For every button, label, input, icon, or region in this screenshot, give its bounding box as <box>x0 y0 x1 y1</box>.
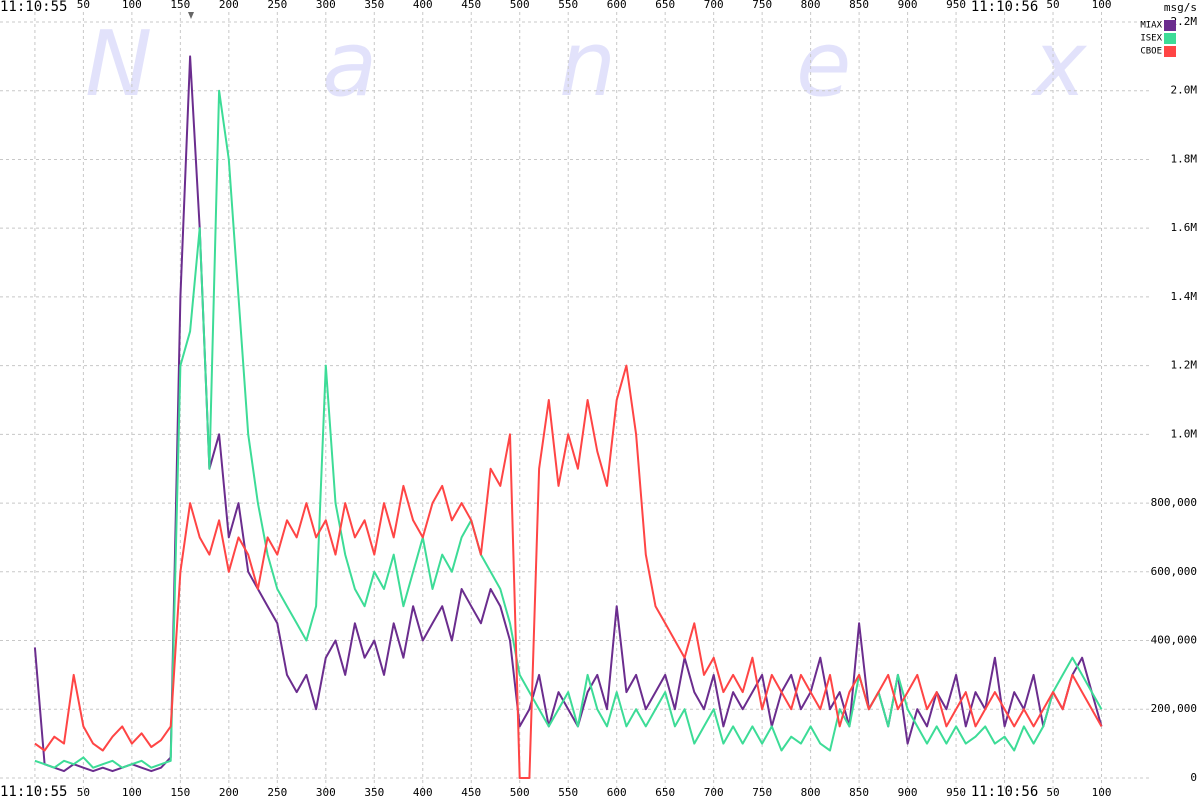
x-tick-label: 950 <box>946 0 966 11</box>
x-tick-label: 900 <box>898 786 918 799</box>
y-tick-label: 400,000 <box>1151 634 1197 647</box>
x-tick-label: 550 <box>558 0 578 11</box>
watermark-letter: n <box>559 12 616 117</box>
x-tick-label: 600 <box>607 786 627 799</box>
x-tick-label: 100 <box>1092 0 1112 11</box>
series-line <box>34 89 1103 769</box>
x-tick-label: 550 <box>558 786 578 799</box>
x-tick-label: 400 <box>413 786 433 799</box>
x-tick-label: 650 <box>655 786 675 799</box>
x-tick-label: 11:10:55 <box>0 784 67 800</box>
y-tick-label: 1.6M <box>1171 221 1198 234</box>
x-tick-label: 50 <box>1046 786 1059 799</box>
y-tick-label: 200,000 <box>1151 702 1197 715</box>
x-tick-label: 750 <box>752 786 772 799</box>
x-tick-label: 50 <box>1046 0 1059 11</box>
x-tick-label: 100 <box>122 0 142 11</box>
x-tick-label: 50 <box>77 786 90 799</box>
x-tick-label: 200 <box>219 786 239 799</box>
x-tick-label: 650 <box>655 0 675 11</box>
legend-swatch <box>1164 33 1176 44</box>
unit-label: msg/s <box>1164 1 1197 14</box>
legend-label: CBOE <box>1140 47 1162 57</box>
series-line <box>33 55 1103 773</box>
x-tick-label: 800 <box>801 0 821 11</box>
y-tick-label: 600,000 <box>1151 565 1197 578</box>
legend-swatch <box>1164 46 1176 57</box>
x-tick-label: 400 <box>413 0 433 11</box>
watermark-letter: e <box>796 12 851 117</box>
x-tick-label: 150 <box>170 786 190 799</box>
x-tick-label: 850 <box>849 0 869 11</box>
watermark-letter: x <box>1030 12 1088 117</box>
x-tick-label: 600 <box>607 0 627 11</box>
x-tick-label: 350 <box>364 0 384 11</box>
y-tick-label: 0 <box>1190 771 1197 784</box>
watermark-letter: N <box>85 12 152 117</box>
x-tick-label: 350 <box>364 786 384 799</box>
x-tick-label: 250 <box>267 786 287 799</box>
x-tick-label: 500 <box>510 786 530 799</box>
x-tick-label: 450 <box>461 0 481 11</box>
x-tick-label: 50 <box>77 0 90 11</box>
x-tick-label: 300 <box>316 786 336 799</box>
x-tick-label: 150 <box>170 0 190 11</box>
x-tick-label: 200 <box>219 0 239 11</box>
x-tick-label: 500 <box>510 0 530 11</box>
x-tick-label: 100 <box>1092 786 1112 799</box>
y-tick-label: 2.2M <box>1171 15 1198 28</box>
x-tick-label: 450 <box>461 786 481 799</box>
y-tick-label: 1.2M <box>1171 359 1198 372</box>
x-tick-label: 850 <box>849 786 869 799</box>
y-tick-label: 800,000 <box>1151 496 1197 509</box>
legend-label: ISEX <box>1140 34 1162 44</box>
x-tick-label: 900 <box>898 0 918 11</box>
x-tick-label: 800 <box>801 786 821 799</box>
watermark-letter: a <box>322 12 377 117</box>
x-tick-label: 11:10:55 <box>0 0 67 15</box>
y-tick-label: 1.4M <box>1171 290 1198 303</box>
y-tick-label: 1.0M <box>1171 427 1198 440</box>
x-tick-label: 750 <box>752 0 772 11</box>
x-tick-label: 11:10:56 <box>971 0 1038 15</box>
marker <box>188 12 194 19</box>
x-tick-label: 250 <box>267 0 287 11</box>
x-tick-label: 11:10:56 <box>971 784 1038 800</box>
x-tick-label: 950 <box>946 786 966 799</box>
x-tick-label: 300 <box>316 0 336 11</box>
x-tick-label: 700 <box>704 0 724 11</box>
y-tick-label: 1.8M <box>1171 152 1198 165</box>
series-line <box>34 364 1103 779</box>
legend-swatch <box>1164 20 1176 31</box>
legend-label: MIAX <box>1140 21 1162 31</box>
y-tick-label: 2.0M <box>1171 84 1198 97</box>
x-tick-label: 100 <box>122 786 142 799</box>
x-tick-label: 700 <box>704 786 724 799</box>
